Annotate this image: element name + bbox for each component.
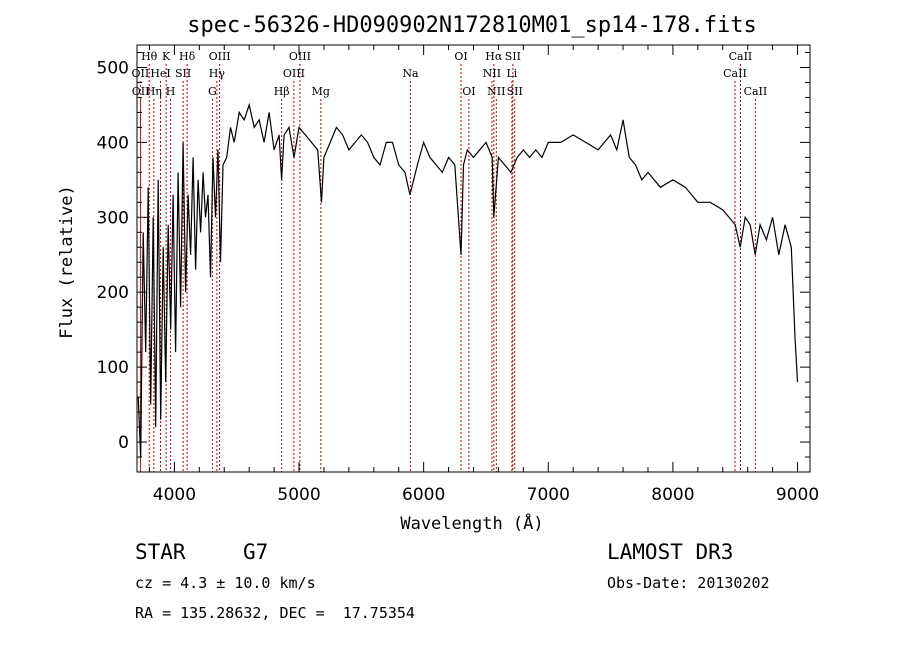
y-tick-label: 200 [97,283,129,303]
x-axis-title: Wavelength (Å) [400,512,543,534]
line-marker-label: NII [487,85,505,98]
line-marker-label: Hδ [179,50,196,63]
plot-frame [136,44,811,473]
line-marker-label: SII [507,85,523,98]
y-tick-label: 400 [97,133,129,153]
line-marker-label: HeI [150,67,170,80]
axis-tick-labels: 4000 5000 6000 7000 8000 9000 0 100 200 300 400 500 [97,58,820,505]
line-marker-label: SII [175,67,191,80]
line-marker-label: Hη [146,85,162,98]
line-marker-label: G [208,85,217,98]
axis-ticks [137,45,810,472]
line-marker-label: OIII [283,67,305,80]
line-marker-label: CaII [723,67,747,80]
line-marker-label: Mg [312,85,330,98]
chart-title: spec-56326-HD090902N172810M01_sp14-178.f… [187,13,757,38]
line-markers [139,64,756,472]
line-marker-label: OI [454,50,467,63]
object-subclass: G7 [243,540,269,564]
line-marker-label: Li [506,67,517,80]
y-axis-title: Flux (relative) [57,185,77,339]
x-tick-label: 8000 [651,485,694,505]
x-tick-label: 6000 [402,485,445,505]
line-marker-label: OII [132,85,150,98]
line-marker-label: H [166,85,176,98]
line-marker-label: OIII [289,50,311,63]
coordinates: RA = 135.28632, DEC = 17.75354 [135,604,415,622]
line-marker-label: Hθ [141,50,158,63]
x-tick-label: 9000 [776,485,819,505]
line-marker-label: Hγ [209,67,226,80]
line-marker-label: OI [462,85,475,98]
line-marker-label: OII [132,67,150,80]
y-tick-label: 500 [97,58,129,78]
line-marker-label: Hβ [274,85,290,98]
x-tick-label: 7000 [527,485,570,505]
y-tick-label: 300 [97,208,129,228]
line-marker-label: Na [402,67,419,80]
line-marker-label: OIII [209,50,231,63]
line-marker-label: NII [483,67,501,80]
line-marker-label: SII [505,50,521,63]
x-tick-label: 5000 [277,485,320,505]
line-marker-label: CaII [729,50,753,63]
spectrum-line [137,102,799,458]
line-marker-label: K [162,50,171,63]
redshift-velocity: cz = 4.3 ± 10.0 km/s [135,574,316,592]
y-tick-label: 100 [97,358,129,378]
x-tick-label: 4000 [153,485,196,505]
object-class: STAR [135,540,186,564]
survey-name: LAMOST DR3 [607,540,734,564]
y-tick-label: 0 [118,433,129,453]
line-marker-label: Hα [485,50,503,63]
observation-date: Obs-Date: 20130202 [607,574,770,592]
line-marker-label: CaII [744,85,768,98]
